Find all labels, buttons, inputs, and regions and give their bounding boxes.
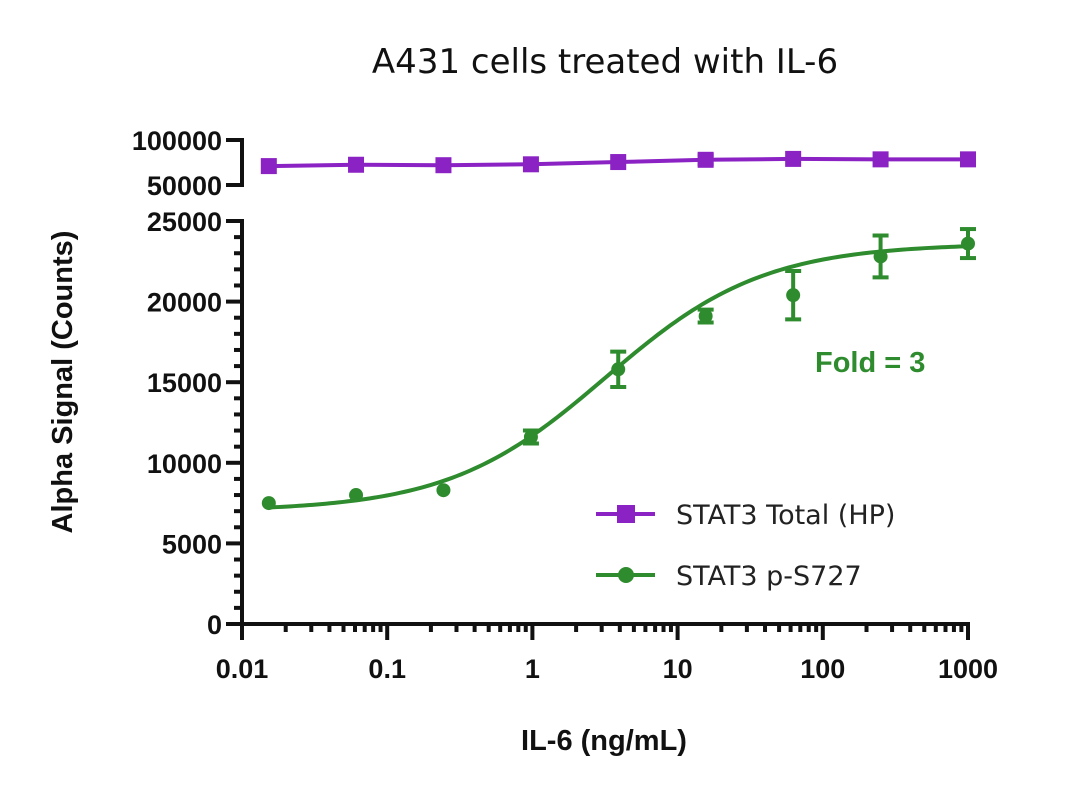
data-point-square: [522, 156, 539, 173]
y-tick-label: 15000: [147, 368, 222, 398]
chart-title: A431 cells treated with IL-6: [372, 42, 838, 82]
data-point-circle: [961, 236, 975, 251]
y-tick-label: 10000: [147, 449, 222, 479]
x-tick-label: 1000: [938, 654, 998, 684]
data-point-circle: [611, 362, 626, 377]
data-point-square: [697, 151, 714, 168]
axes: [240, 138, 970, 626]
data-point-square: [960, 151, 976, 168]
x-tick-label: 1: [525, 654, 540, 684]
legend-label-stat3-ps727: STAT3 p-S727: [676, 561, 862, 592]
legend-label-stat3-total: STAT3 Total (HP): [676, 500, 895, 531]
y-tick-label: 100000: [132, 126, 222, 156]
data-point-square: [872, 151, 889, 168]
y-tick-label: 25000: [147, 207, 222, 237]
data-point-square: [435, 157, 452, 174]
x-tick-label: 0.1: [368, 654, 406, 684]
legend-item-stat3-ps727: STAT3 p-S727: [596, 561, 862, 592]
data-point-square: [785, 150, 802, 167]
data-point-square: [348, 156, 365, 173]
data-point-square: [610, 154, 627, 171]
legend-item-stat3-total: STAT3 Total (HP): [596, 500, 895, 531]
data-point-circle: [786, 288, 801, 303]
data-point-circle: [873, 249, 888, 264]
series-stat3-total: [260, 150, 976, 175]
x-axis-ticks: 0.01 0.1 1 10 100 1000: [216, 624, 998, 684]
y-axis-label: Alpha Signal (Counts): [47, 231, 79, 534]
data-point-square: [260, 158, 277, 175]
fold-annotation: Fold = 3: [815, 347, 925, 379]
series-stat3-ps727: [261, 227, 976, 511]
plot-area: [260, 150, 976, 511]
y-tick-label: 0: [207, 610, 222, 640]
legend: STAT3 Total (HP) STAT3 p-S727: [596, 500, 895, 592]
x-tick-label: 0.01: [216, 654, 269, 684]
x-axis-label: IL-6 (ng/mL): [521, 725, 687, 757]
data-point-circle: [523, 430, 538, 445]
legend-square-marker: [617, 505, 635, 523]
data-point-circle: [261, 496, 276, 511]
y-tick-label: 20000: [147, 288, 222, 318]
y-axis-ticks: 50000 100000 0 5000 10000 15000 20000 25000: [132, 126, 242, 640]
legend-circle-marker: [618, 567, 634, 583]
y-tick-label: 50000: [147, 171, 222, 201]
x-tick-label: 100: [800, 654, 845, 684]
y-tick-label: 5000: [162, 529, 222, 559]
data-point-circle: [436, 483, 451, 498]
x-tick-label: 10: [663, 654, 693, 684]
data-point-circle: [698, 309, 713, 324]
data-point-circle: [349, 488, 364, 503]
